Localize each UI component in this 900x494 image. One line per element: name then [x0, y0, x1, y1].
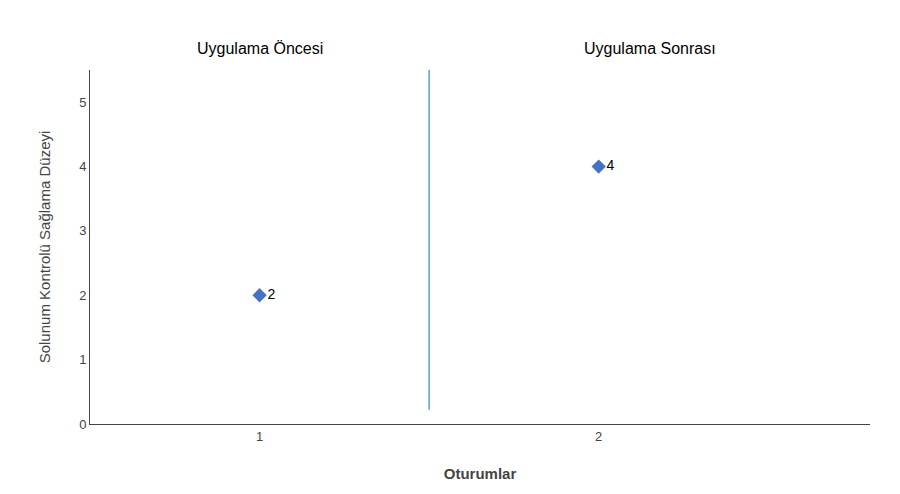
svg-text:2: 2 — [267, 286, 275, 302]
svg-text:2: 2 — [595, 429, 602, 444]
svg-text:2: 2 — [79, 288, 86, 303]
svg-text:1: 1 — [256, 429, 263, 444]
svg-text:Solunum Kontrolü Sağlama Düzey: Solunum Kontrolü Sağlama Düzeyi — [36, 131, 53, 364]
svg-text:5: 5 — [79, 95, 86, 110]
svg-text:3: 3 — [79, 223, 86, 238]
svg-text:0: 0 — [79, 417, 86, 432]
svg-text:4: 4 — [79, 159, 86, 174]
svg-text:1: 1 — [79, 352, 86, 367]
svg-text:Oturumlar: Oturumlar — [444, 465, 517, 482]
svg-text:4: 4 — [607, 157, 615, 173]
svg-text:Uygulama Öncesi: Uygulama Öncesi — [197, 40, 323, 57]
svg-text:Uygulama Sonrası: Uygulama Sonrası — [584, 40, 716, 57]
